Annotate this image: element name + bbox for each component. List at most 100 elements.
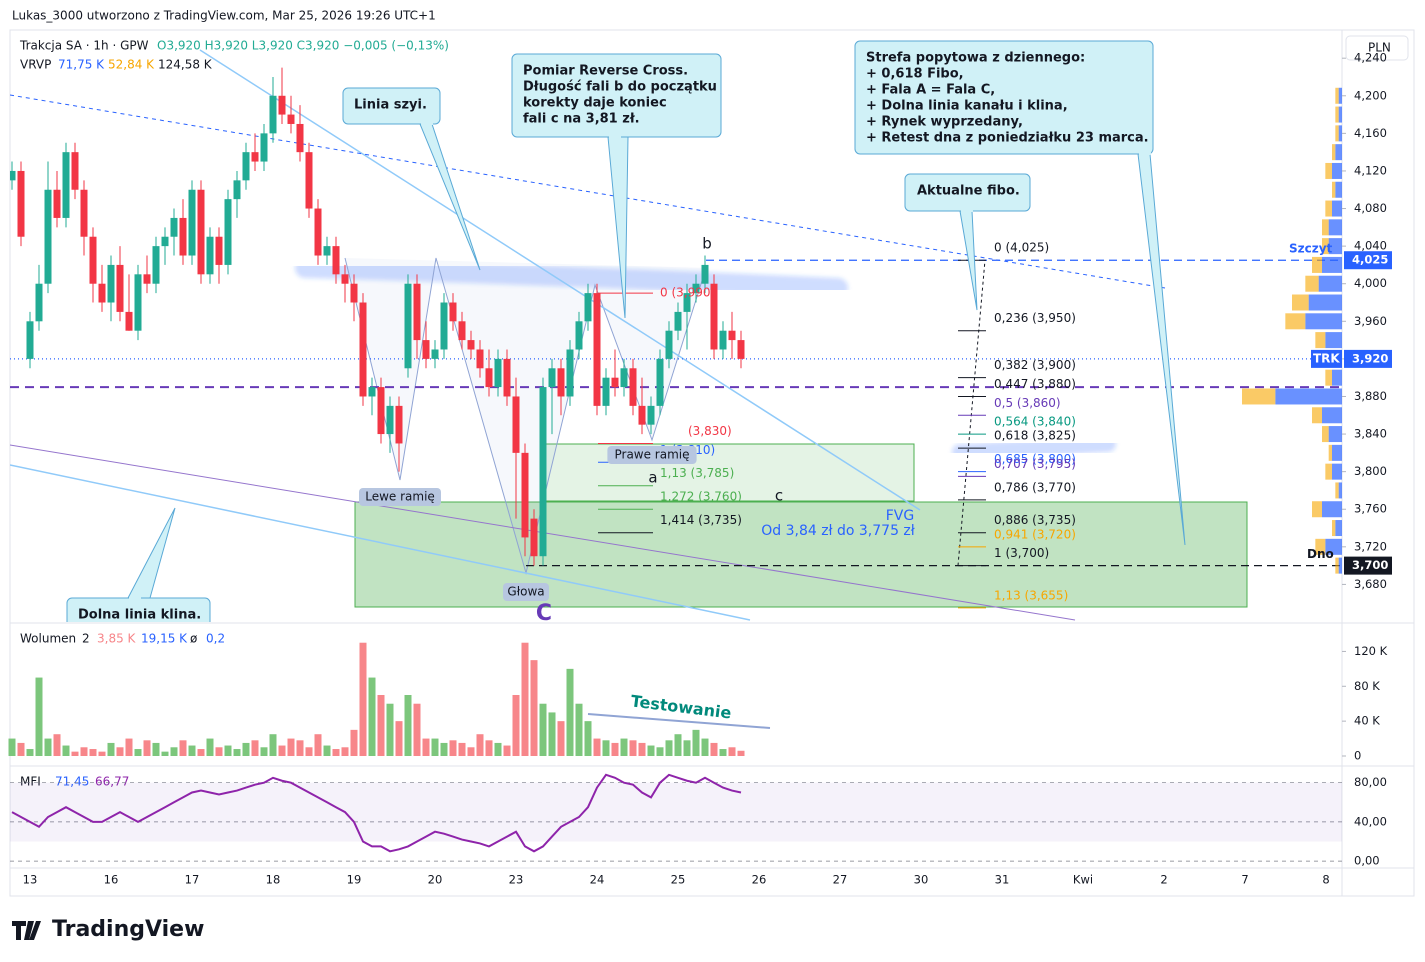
volume-bar xyxy=(602,740,610,756)
candle-body xyxy=(665,330,673,359)
candle-body xyxy=(53,189,61,218)
fib-label: (3,830) xyxy=(688,424,732,438)
mfi-legend: 71,45 xyxy=(55,775,89,789)
vrvp-down xyxy=(1328,444,1332,461)
callout-box xyxy=(854,40,1154,155)
x-tick-label: 13 xyxy=(23,873,38,887)
candle-body xyxy=(521,452,529,538)
y-tick-label: 3,840 xyxy=(1354,427,1387,441)
callout-box xyxy=(342,87,441,125)
volume-bar xyxy=(125,738,133,756)
vrvp-up xyxy=(1305,313,1342,330)
candle-body xyxy=(269,95,277,134)
callout-pointer xyxy=(419,123,481,271)
candle-body xyxy=(287,114,295,124)
chart-label: C xyxy=(536,601,552,626)
candle-body xyxy=(395,405,403,444)
volume-bar xyxy=(728,747,736,756)
symbol: Trakcja SA · 1h · GPW xyxy=(19,39,149,53)
candle-body xyxy=(89,236,97,284)
demand-zone xyxy=(354,501,1248,608)
ohlc-line: O3,920 H3,920 L3,920 C3,920 −0,005 (−0,1… xyxy=(157,39,449,53)
volume-bar xyxy=(71,751,79,756)
x-tick-label: 31 xyxy=(995,873,1010,887)
volume-bar xyxy=(332,749,340,756)
x-tick-label: 8 xyxy=(1322,873,1329,887)
credit: Lukas_3000 utworzono z TradingView.com, … xyxy=(12,9,436,23)
y-tick-label: 4,200 xyxy=(1354,88,1387,102)
candle-body xyxy=(620,368,628,388)
volume-bar xyxy=(629,740,637,756)
volume-bar xyxy=(359,642,367,756)
pattern-label-box xyxy=(607,446,697,464)
vrvp-down xyxy=(1325,200,1332,217)
fib-label: 0,786 (3,770) xyxy=(994,480,1076,494)
vrvp-down xyxy=(1332,181,1336,198)
volume-bar xyxy=(575,703,583,756)
candle-body xyxy=(539,387,547,557)
volume-bar xyxy=(638,742,646,756)
fib-label: 0,886 (3,735) xyxy=(994,513,1076,527)
candle-body xyxy=(260,133,268,162)
chart-label: Głowa xyxy=(507,585,544,599)
price-tag xyxy=(1344,251,1392,270)
volume-bar xyxy=(404,695,412,756)
fib-label: 0 (4,025) xyxy=(994,241,1049,255)
brand-logo xyxy=(12,921,41,940)
volume-bar xyxy=(413,703,421,756)
volume-bar xyxy=(368,677,376,756)
candle-body xyxy=(629,368,637,406)
volume-bar xyxy=(710,742,718,756)
candle-body xyxy=(503,358,511,397)
candle-body xyxy=(44,189,52,284)
y-tick-label: 3,760 xyxy=(1354,502,1387,516)
vrvp-up xyxy=(1332,369,1342,386)
candle-body xyxy=(125,311,133,331)
callout-text: Pomiar Reverse Cross. xyxy=(523,64,688,79)
currency-box xyxy=(1345,35,1409,61)
callout: Dolna linia klina. xyxy=(66,507,211,622)
candle-body xyxy=(530,518,538,557)
volume-bar xyxy=(62,745,70,756)
y-tick-label: 3,720 xyxy=(1354,539,1387,553)
mfi-tick-label: 80,00 xyxy=(1354,775,1387,789)
callout-pointer xyxy=(127,507,176,599)
vrvp-up xyxy=(1318,275,1342,292)
candle-body xyxy=(719,330,727,350)
mfi-legend: 66,77 xyxy=(95,775,129,789)
volume-bar xyxy=(251,740,259,756)
fib-label: 0,564 (3,840) xyxy=(994,415,1076,429)
vrvp-up xyxy=(1275,388,1342,405)
fib-label: 0 (3,990) xyxy=(660,286,715,300)
fib-label: 1 (3,700) xyxy=(994,546,1049,560)
candle-body xyxy=(413,283,421,341)
vrvp-up xyxy=(1335,144,1342,161)
y-tick-label: 4,160 xyxy=(1354,126,1387,140)
price-pane: 0 (4,025) 0,236 (3,950) 0,382 (3,900) 0,447… xyxy=(10,40,1342,626)
candle-body xyxy=(251,152,259,162)
volume-bar xyxy=(521,642,529,756)
vrvp-down xyxy=(1312,501,1322,518)
candle-body xyxy=(368,387,376,397)
volume-bar xyxy=(107,742,115,756)
vrvp-up xyxy=(1335,181,1342,198)
volume-bar xyxy=(80,747,88,756)
fib-label: 0,618 (3,825) xyxy=(994,429,1076,443)
x-tick-label: 23 xyxy=(509,873,524,887)
mfi-legend: MFI xyxy=(20,775,41,789)
fib-label: 0,447 (3,880) xyxy=(994,377,1076,391)
candle-body xyxy=(602,377,610,406)
x-tick-label: 30 xyxy=(914,873,929,887)
volume-bar xyxy=(278,745,286,756)
vrvp-up xyxy=(1322,501,1342,518)
x-tick-label: 20 xyxy=(428,873,443,887)
callout-pointer xyxy=(1137,153,1186,546)
price-tag-label: 3,700 xyxy=(1352,558,1388,572)
volume-bar xyxy=(458,742,466,756)
volume-legend: 0,2 xyxy=(206,632,225,646)
candle-body xyxy=(170,217,178,237)
y-tick-label: 4,080 xyxy=(1354,201,1387,215)
fib-label: 0,941 (3,720) xyxy=(994,527,1076,541)
brand: TradingView xyxy=(52,917,204,942)
